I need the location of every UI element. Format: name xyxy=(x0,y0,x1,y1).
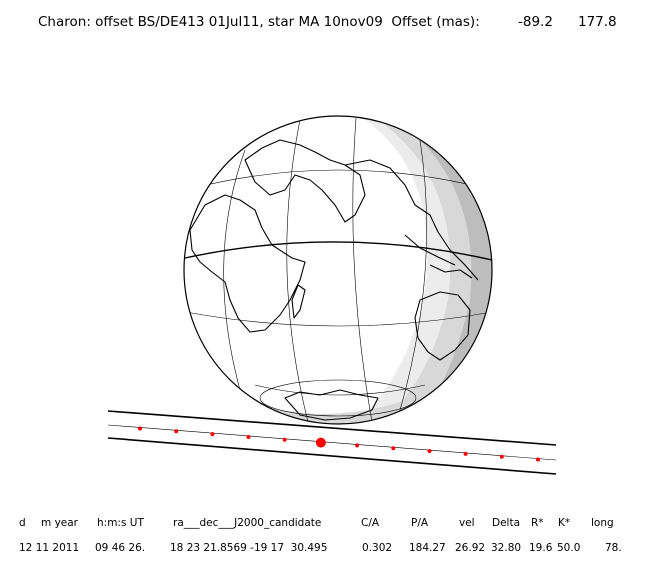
arabia-asia-coast xyxy=(244,139,366,223)
cell-delta: 32.80 xyxy=(491,542,522,554)
graticule xyxy=(185,117,492,423)
shadow-centerline xyxy=(107,424,557,461)
cell-kstar: 50.0 xyxy=(557,542,581,554)
col-header: vel xyxy=(459,517,475,529)
indonesia-coast xyxy=(404,234,473,279)
col-header: R* xyxy=(531,517,544,529)
chart-title: Charon: offset BS/DE413 01Jul11, star MA… xyxy=(38,14,480,30)
col-header: K* xyxy=(558,517,571,529)
cell-time: 09 46 26. xyxy=(95,542,146,554)
track-dot xyxy=(391,446,396,451)
table-header-row: d m year h:m:s UT ra___dec___J2000_candi… xyxy=(0,517,646,533)
track-dot xyxy=(246,435,251,439)
track-dot xyxy=(282,437,287,442)
offset-ra-value: -89.2 xyxy=(518,14,553,30)
offset-dec-value: 177.8 xyxy=(578,14,617,30)
track-dot xyxy=(536,457,540,462)
col-header: h:m:s UT xyxy=(97,517,144,529)
shadow-limit-south xyxy=(107,437,557,475)
table-value-row: 12 11 2011 09 46 26. 18 23 21.8569 -19 1… xyxy=(0,542,646,558)
africa-coast xyxy=(189,194,306,333)
track-dot xyxy=(427,449,432,453)
col-header: m year xyxy=(41,517,78,529)
cell-long: 78. xyxy=(605,542,622,554)
cell-pa: 184.27 xyxy=(409,542,446,554)
col-header: Delta xyxy=(492,517,521,529)
antarctica-coast xyxy=(284,389,379,421)
col-header: d xyxy=(19,517,26,529)
track-dot xyxy=(138,426,142,431)
polar-circle xyxy=(259,379,417,417)
shadow-limit-north xyxy=(107,410,557,446)
south-asia-coast xyxy=(344,159,479,281)
closest-approach-dot xyxy=(315,437,326,448)
track-dot xyxy=(210,432,215,437)
cell-rstar: 19.6 xyxy=(529,542,553,554)
cell-vel: 26.92 xyxy=(455,542,486,554)
col-header: ra___dec___J2000_candidate xyxy=(173,517,322,529)
col-header: long xyxy=(591,517,614,529)
shadow-path xyxy=(107,410,557,475)
track-dot xyxy=(499,454,504,459)
coastlines xyxy=(189,139,479,421)
cell-ca: 0.302 xyxy=(362,542,393,554)
col-header: C/A xyxy=(361,517,380,529)
globe xyxy=(183,115,493,425)
cell-radec: 18 23 21.8569 -19 17 30.495 xyxy=(170,542,328,554)
cell-date: 12 11 2011 xyxy=(19,542,80,554)
track-dot xyxy=(355,443,360,448)
australia-coast xyxy=(414,291,471,361)
madagascar-coast xyxy=(291,284,306,319)
col-header: P/A xyxy=(411,517,429,529)
globe-outline xyxy=(183,115,493,425)
track-dot xyxy=(463,451,468,456)
chart-title-row: Charon: offset BS/DE413 01Jul11, star MA… xyxy=(0,14,646,34)
track-dot xyxy=(174,429,179,434)
track-dots xyxy=(138,426,540,462)
